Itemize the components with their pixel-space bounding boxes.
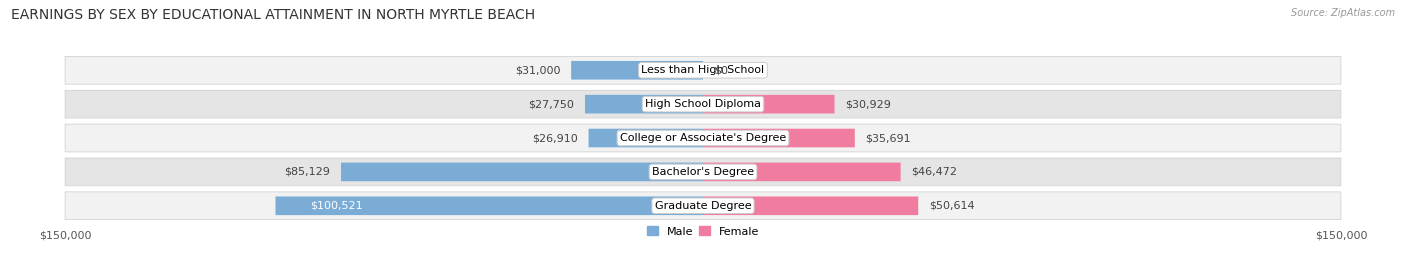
Legend: Male, Female: Male, Female <box>647 226 759 237</box>
Text: $31,000: $31,000 <box>515 65 561 75</box>
FancyBboxPatch shape <box>65 192 1341 220</box>
FancyBboxPatch shape <box>65 158 1341 186</box>
Text: $100,521: $100,521 <box>309 201 363 211</box>
Text: $85,129: $85,129 <box>284 167 330 177</box>
Text: $26,910: $26,910 <box>533 133 578 143</box>
Text: $35,691: $35,691 <box>866 133 911 143</box>
FancyBboxPatch shape <box>276 196 703 215</box>
FancyBboxPatch shape <box>703 95 835 113</box>
Text: High School Diploma: High School Diploma <box>645 99 761 109</box>
Text: Bachelor's Degree: Bachelor's Degree <box>652 167 754 177</box>
Text: Less than High School: Less than High School <box>641 65 765 75</box>
FancyBboxPatch shape <box>65 90 1341 118</box>
Text: EARNINGS BY SEX BY EDUCATIONAL ATTAINMENT IN NORTH MYRTLE BEACH: EARNINGS BY SEX BY EDUCATIONAL ATTAINMEN… <box>11 8 536 22</box>
Text: College or Associate's Degree: College or Associate's Degree <box>620 133 786 143</box>
Text: Source: ZipAtlas.com: Source: ZipAtlas.com <box>1291 8 1395 18</box>
Text: $50,614: $50,614 <box>929 201 974 211</box>
FancyBboxPatch shape <box>65 124 1341 152</box>
Text: $46,472: $46,472 <box>911 167 957 177</box>
Text: $30,929: $30,929 <box>845 99 891 109</box>
FancyBboxPatch shape <box>589 129 703 147</box>
Text: $27,750: $27,750 <box>529 99 575 109</box>
FancyBboxPatch shape <box>703 196 918 215</box>
Text: Graduate Degree: Graduate Degree <box>655 201 751 211</box>
Text: $0: $0 <box>714 65 728 75</box>
FancyBboxPatch shape <box>65 56 1341 84</box>
FancyBboxPatch shape <box>342 163 703 181</box>
FancyBboxPatch shape <box>585 95 703 113</box>
FancyBboxPatch shape <box>703 163 901 181</box>
FancyBboxPatch shape <box>571 61 703 80</box>
FancyBboxPatch shape <box>703 129 855 147</box>
